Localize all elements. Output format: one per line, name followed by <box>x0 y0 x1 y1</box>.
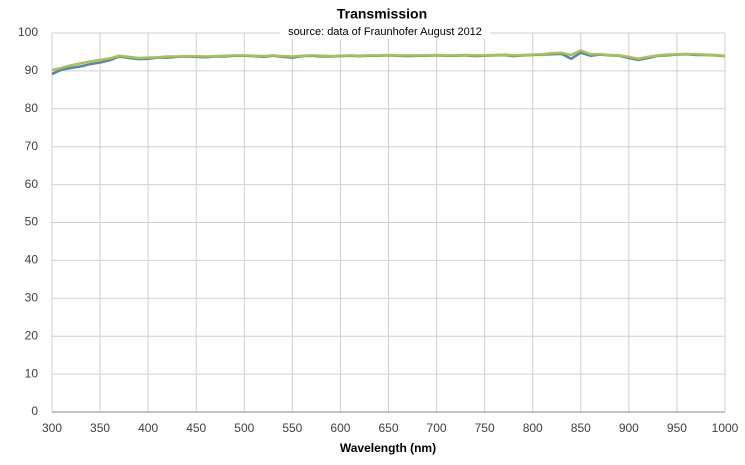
y-tick-label: 0 <box>31 404 38 418</box>
y-tick-label: 60 <box>25 177 39 191</box>
y-tick-label: 90 <box>25 63 39 77</box>
x-tick-label: 950 <box>667 421 687 435</box>
x-axis-title: Wavelength (nm) <box>340 441 436 455</box>
x-tick-label: 650 <box>378 421 398 435</box>
y-tick-label: 20 <box>25 328 39 342</box>
y-tick-label: 10 <box>25 366 39 380</box>
x-tick-label: 350 <box>90 421 110 435</box>
x-tick-label: 900 <box>619 421 639 435</box>
x-tick-label: 800 <box>523 421 543 435</box>
x-tick-label: 300 <box>42 421 62 435</box>
series-line <box>51 49 726 72</box>
y-tick-label: 40 <box>25 253 39 267</box>
x-tick-label: 700 <box>427 421 447 435</box>
y-tick-label: 70 <box>25 139 39 153</box>
x-tick-label: 1000 <box>712 421 739 435</box>
lines <box>51 49 726 76</box>
x-tick-label: 600 <box>330 421 350 435</box>
x-tick-label: 400 <box>138 421 158 435</box>
subtitle-bg <box>280 24 490 39</box>
x-tick-label: 750 <box>475 421 495 435</box>
chart-title: Transmission <box>337 6 427 22</box>
x-tick-label: 500 <box>234 421 254 435</box>
x-tick-label: 450 <box>186 421 206 435</box>
y-tick-label: 100 <box>18 25 38 39</box>
x-tick-label: 550 <box>282 421 302 435</box>
chart-subtitle: source: data of Fraunhofer August 2012 <box>288 26 482 38</box>
y-tick-label: 30 <box>25 290 39 304</box>
y-tick-label: 50 <box>25 215 39 229</box>
x-tick-label: 850 <box>571 421 591 435</box>
y-tick-label: 80 <box>25 101 39 115</box>
grid: 0 10 20 30 40 50 60 70 80 90 100 300 350 400 450 500 550… <box>18 25 739 435</box>
